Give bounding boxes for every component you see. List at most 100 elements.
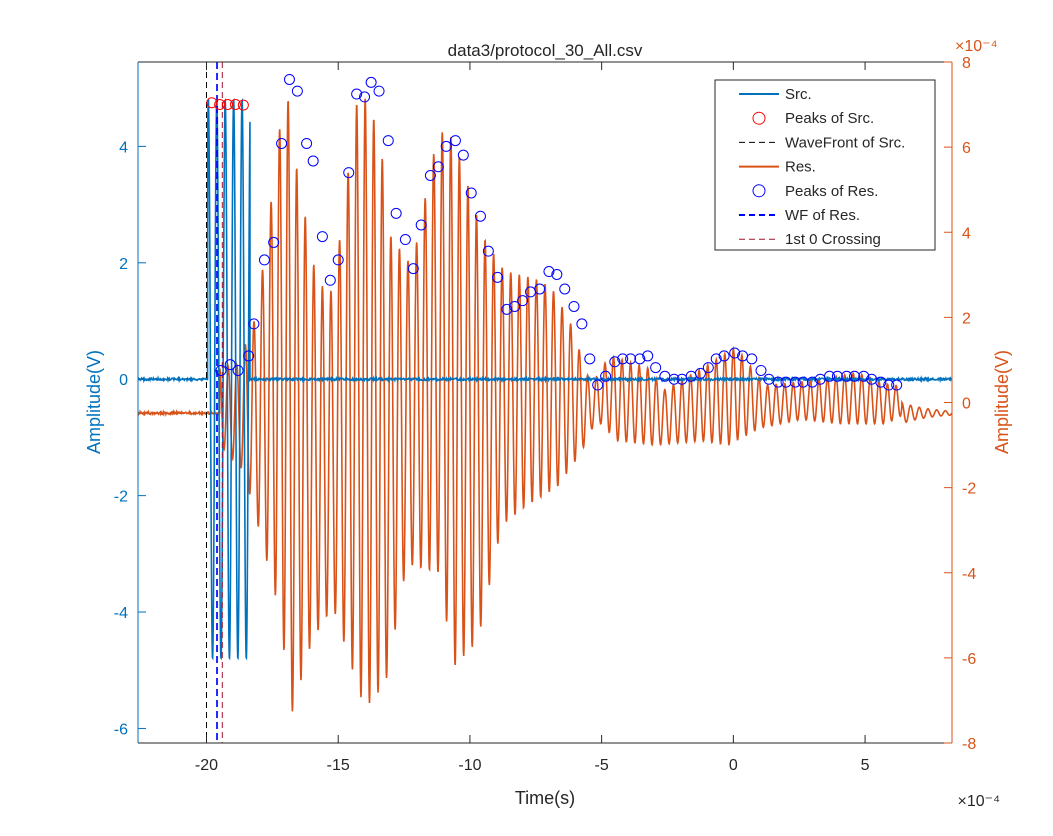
peak-res-marker	[789, 376, 801, 388]
peak-res-marker	[891, 379, 903, 391]
peak-res-marker	[316, 231, 328, 243]
peak-res-marker	[432, 161, 444, 173]
peak-res-marker	[382, 135, 394, 147]
peak-res-marker	[568, 300, 580, 312]
x-tick-label: -10	[458, 757, 481, 774]
peak-res-marker	[534, 283, 546, 295]
peak-res-marker	[307, 155, 319, 167]
legend-swatch-peaks-res	[752, 184, 766, 198]
peak-res-marker	[291, 85, 303, 97]
x-tick-label: -15	[327, 757, 350, 774]
y-right-tick-label: 4	[962, 225, 971, 242]
peak-res-marker	[407, 263, 419, 275]
y-right-tick-label: -6	[962, 651, 976, 668]
peak-res-marker	[457, 149, 469, 161]
peak-res-marker	[324, 274, 336, 286]
y-right-exponent: ×10⁻⁴	[955, 38, 998, 55]
peak-res-marker	[858, 370, 870, 382]
peak-res-marker	[474, 210, 486, 222]
peak-res-marker	[517, 295, 529, 307]
peak-res-marker	[248, 318, 260, 330]
peak-res-marker	[694, 367, 706, 379]
peak-res-marker	[668, 373, 680, 385]
legend-label-zero-crossing: 1st 0 Crossing	[785, 231, 881, 248]
chart-title: data3/protocol_30_All.csv	[448, 41, 643, 60]
y-right-tick-label: -8	[962, 736, 976, 753]
x-axis-exponent: ×10⁻⁴	[958, 793, 1001, 810]
y-right-tick-label: 6	[962, 140, 971, 157]
peak-res-marker	[746, 353, 758, 365]
peak-res-marker	[365, 76, 377, 88]
peak-res-marker	[232, 364, 244, 376]
y-left-axis-label: Amplitude(V)	[84, 350, 104, 454]
x-axis-label: Time(s)	[515, 788, 575, 808]
legend-swatch-peaks-src	[752, 111, 766, 125]
peak-res-marker	[617, 353, 629, 365]
peak-res-marker	[702, 362, 714, 374]
peak-res-marker	[449, 135, 461, 147]
peak-res-marker	[806, 376, 818, 388]
peak-res-marker	[243, 350, 255, 362]
peak-res-marker	[875, 376, 887, 388]
y-right-axis-label: Amplitude(V)	[992, 350, 1012, 454]
peak-res-marker	[465, 187, 477, 199]
peak-res-marker	[359, 91, 371, 103]
series-src-line	[138, 97, 952, 661]
peak-res-marker	[509, 300, 521, 312]
peak-res-marker	[592, 379, 604, 391]
y-left-tick-label: 2	[119, 256, 128, 273]
peak-res-marker	[584, 353, 596, 365]
peak-res-marker	[215, 364, 227, 376]
peak-res-marker	[841, 370, 853, 382]
peak-res-marker	[650, 362, 662, 374]
peak-res-marker	[710, 353, 722, 365]
legend-label-peaks-res: Peaks of Res.	[785, 183, 878, 200]
peak-res-marker	[283, 73, 295, 85]
peak-res-marker	[551, 268, 563, 280]
x-tick-label: 5	[861, 757, 870, 774]
y-left-tick-label: -6	[114, 721, 128, 738]
legend-label-src: Src.	[785, 86, 812, 103]
peak-res-marker	[390, 207, 402, 219]
legend-label-res: Res.	[785, 159, 816, 176]
data-layer	[138, 62, 952, 743]
y-left-tick-label: 0	[119, 372, 128, 389]
peak-res-marker	[755, 364, 767, 376]
y-right-tick-label: -4	[962, 566, 976, 583]
peak-res-marker	[492, 271, 504, 283]
peak-res-marker	[600, 370, 612, 382]
peak-src-marker	[222, 98, 234, 110]
peak-res-marker	[729, 347, 741, 359]
peak-res-marker	[718, 350, 730, 362]
y-left-tick-label: 4	[119, 139, 128, 156]
peak-src-marker	[206, 97, 218, 109]
series-res-line	[138, 98, 952, 712]
legend: Src. Peaks of Src. WaveFront of Src. Res. Pe…	[714, 79, 936, 251]
peak-res-marker	[501, 303, 513, 315]
y-right-tick-label: -2	[962, 481, 976, 498]
peak-res-marker	[609, 356, 621, 368]
y-right-tick-label: 2	[962, 310, 971, 327]
peak-res-marker	[343, 167, 355, 179]
peak-res-marker	[559, 283, 571, 295]
y-left-tick-label: -2	[114, 489, 128, 506]
legend-label-wavefront-src: WaveFront of Src.	[785, 134, 905, 151]
peak-res-marker	[634, 353, 646, 365]
peak-src-marker	[237, 99, 249, 111]
y-left-tick-label: -4	[114, 605, 128, 622]
peak-res-marker	[332, 254, 344, 266]
peak-res-marker	[440, 140, 452, 152]
peak-res-marker	[797, 376, 809, 388]
peak-res-marker	[543, 266, 555, 278]
peak-res-marker	[642, 350, 654, 362]
peak-res-marker	[301, 137, 313, 149]
peak-res-marker	[831, 370, 843, 382]
x-tick-label: 0	[729, 757, 738, 774]
y-right-tick-label: 8	[962, 55, 971, 72]
peak-res-marker	[351, 88, 363, 100]
peak-res-marker	[883, 379, 895, 391]
x-tick-label: -5	[595, 757, 609, 774]
x-tick-label: -20	[195, 757, 218, 774]
